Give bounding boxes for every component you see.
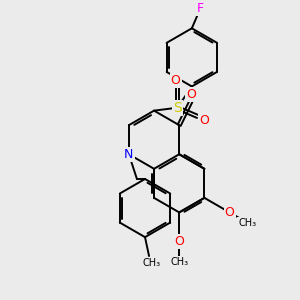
- Text: CH₃: CH₃: [238, 218, 256, 228]
- Text: O: O: [171, 74, 181, 87]
- Text: S: S: [173, 101, 182, 115]
- Text: F: F: [196, 2, 203, 15]
- Text: CH₃: CH₃: [142, 258, 160, 268]
- Text: O: O: [186, 88, 196, 101]
- Text: N: N: [124, 148, 134, 161]
- Text: CH₃: CH₃: [170, 257, 188, 267]
- Text: O: O: [225, 206, 235, 219]
- Text: O: O: [174, 235, 184, 248]
- Text: O: O: [199, 114, 208, 127]
